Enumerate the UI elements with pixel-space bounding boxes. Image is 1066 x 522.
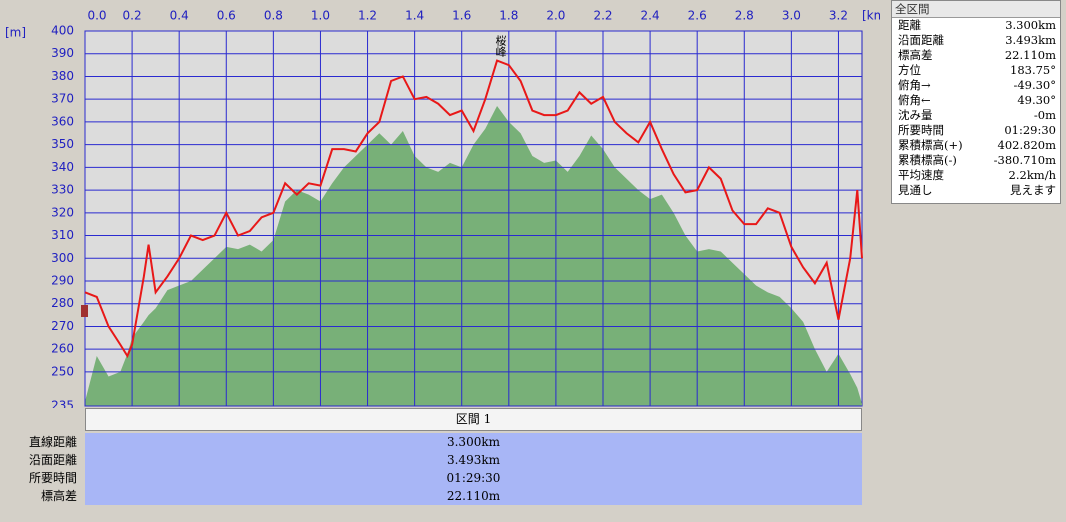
x-tick-label: 0.4 [170,9,189,23]
y-tick-label: 300 [51,251,74,265]
panel-value: 2.2km/h [1008,168,1056,182]
panel-row: 距離 3.300km [892,18,1060,33]
x-tick-label: 2.0 [546,9,565,23]
panel-value: 49.30° [1017,93,1056,107]
x-tick-label: 0.2 [123,9,142,23]
panel-row: 所要時間 01:29:30 [892,123,1060,138]
y-tick-label: 350 [51,137,74,151]
section-header[interactable]: 区間 1 [85,408,862,431]
panel-row: 方位 183.75° [892,63,1060,78]
section-label: 標高差 [40,489,77,503]
panel-value: 見えます [1010,183,1056,197]
x-unit: [km] [862,9,880,23]
panel-row: 沈み量 -0m [892,108,1060,123]
x-tick-label: 0.0 [87,9,106,23]
panel-label: 累積標高(-) [898,153,957,167]
y-tick-label: 330 [51,183,74,197]
y-tick-label: 235 [51,399,74,409]
panel-label: 平均速度 [898,168,944,182]
panel-title: 全区間 [892,1,1060,18]
panel-label: 所要時間 [898,123,944,137]
y-unit: [m] [5,26,26,40]
x-tick-label: 2.6 [688,9,707,23]
panel-value: 3.300km [1005,18,1056,32]
section-value: 3.493km [446,453,500,467]
y-tick-label: 340 [51,160,74,174]
panel-row: 標高差 22.110m [892,48,1060,63]
panel-label: 俯角→ [898,78,931,92]
x-tick-label: 1.8 [499,9,518,23]
terrain-area [85,106,862,406]
x-tick-label: 3.0 [782,9,801,23]
x-tick-label: 1.0 [311,9,330,23]
x-tick-label: 0.6 [217,9,236,23]
profile-chart: [m] [km] 235 250 260 270 280 290 300 310 320 330 3… [5,9,880,409]
y-tick-label: 270 [51,319,74,333]
y-tick-label: 400 [51,24,74,38]
panel-label: 方位 [898,63,921,77]
panel-label: 累積標高(+) [898,138,963,152]
y-tick-label: 390 [51,46,74,60]
x-tick-label: 1.4 [405,9,424,23]
panel-label: 沿面距離 [898,33,944,47]
panel-label: 見通し [898,183,933,197]
y-tick-label: 320 [51,205,74,219]
section-label: 直線距離 [28,435,77,449]
section-labels: 直線距離沿面距離所要時間標高差 [0,433,77,505]
panel-row: 累積標高(-) -380.710m [892,153,1060,168]
section-value: 3.300km [446,435,500,449]
y-tick-label: 380 [51,69,74,83]
panel-value: -0m [1033,108,1056,122]
panel-value: 22.110m [1004,48,1056,62]
y-tick-label: 260 [51,342,74,356]
y-tick-label: 290 [51,274,74,288]
section-value: 22.110m [446,489,501,503]
panel-row: 俯角← 49.30° [892,93,1060,108]
y-tick-label: 370 [51,92,74,106]
peak-label: 桜峰 [494,34,507,57]
route-line [84,59,863,359]
section-table: 3.300km 3.493km 01:29:30 22.110m [85,433,862,505]
y-tick-label: 280 [51,296,74,310]
x-tick-label: 2.8 [735,9,754,23]
panel-value: 3.493km [1005,33,1056,47]
y-tick-label: 310 [51,228,74,242]
panel-row: 見通し 見えます [892,183,1060,198]
panel-label: 距離 [898,18,921,32]
panel-label: 俯角← [898,93,931,107]
x-tick-label: 1.2 [358,9,377,23]
x-tick-label: 2.2 [593,9,612,23]
start-marker [81,305,88,317]
summary-panel: 全区間 距離 3.300km 沿面距離 3.493km 標高差 22.110m 方位 183.7… [891,0,1061,204]
x-tick-label: 0.8 [264,9,283,23]
panel-row: 累積標高(+) 402.820m [892,138,1060,153]
y-tick-label: 250 [51,364,74,378]
y-tick-label: 360 [51,114,74,128]
panel-value: 183.75° [1010,63,1056,77]
section-value: 01:29:30 [446,471,501,485]
panel-label: 標高差 [898,48,933,62]
panel-label: 沈み量 [898,108,933,122]
panel-value: -380.710m [993,153,1056,167]
x-tick-label: 3.2 [829,9,848,23]
panel-value: 402.820m [997,138,1056,152]
section-label: 沿面距離 [28,453,77,467]
x-tick-label: 2.4 [641,9,660,23]
panel-value: -49.30° [1013,78,1056,92]
panel-row: 俯角→ -49.30° [892,78,1060,93]
panel-row: 沿面距離 3.493km [892,33,1060,48]
panel-value: 01:29:30 [1004,123,1056,137]
x-tick-label: 1.6 [452,9,471,23]
section-label: 所要時間 [28,471,77,485]
panel-row: 平均速度 2.2km/h [892,168,1060,183]
